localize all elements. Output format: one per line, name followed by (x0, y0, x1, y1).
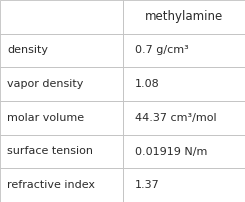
Text: 1.37: 1.37 (135, 180, 159, 190)
Bar (0, 135, 122, 168)
Bar (0, 0, 122, 34)
Text: 0.01919 N/m: 0.01919 N/m (135, 146, 207, 157)
Text: refractive index: refractive index (7, 180, 95, 190)
Bar (122, 34, 245, 67)
Text: vapor density: vapor density (7, 79, 84, 89)
Bar (0, 34, 122, 67)
Bar (122, 135, 245, 168)
Text: molar volume: molar volume (7, 113, 85, 123)
Text: surface tension: surface tension (7, 146, 93, 157)
Text: methylamine: methylamine (145, 10, 223, 23)
Text: 1.08: 1.08 (135, 79, 159, 89)
Bar (122, 0, 245, 34)
Text: 44.37 cm³/mol: 44.37 cm³/mol (135, 113, 216, 123)
Bar (122, 67, 245, 101)
Text: density: density (7, 45, 48, 56)
Bar (122, 168, 245, 202)
Bar (0, 168, 122, 202)
Bar (0, 101, 122, 135)
Text: 0.7 g/cm³: 0.7 g/cm³ (135, 45, 188, 56)
Bar (0, 67, 122, 101)
Bar (122, 101, 245, 135)
